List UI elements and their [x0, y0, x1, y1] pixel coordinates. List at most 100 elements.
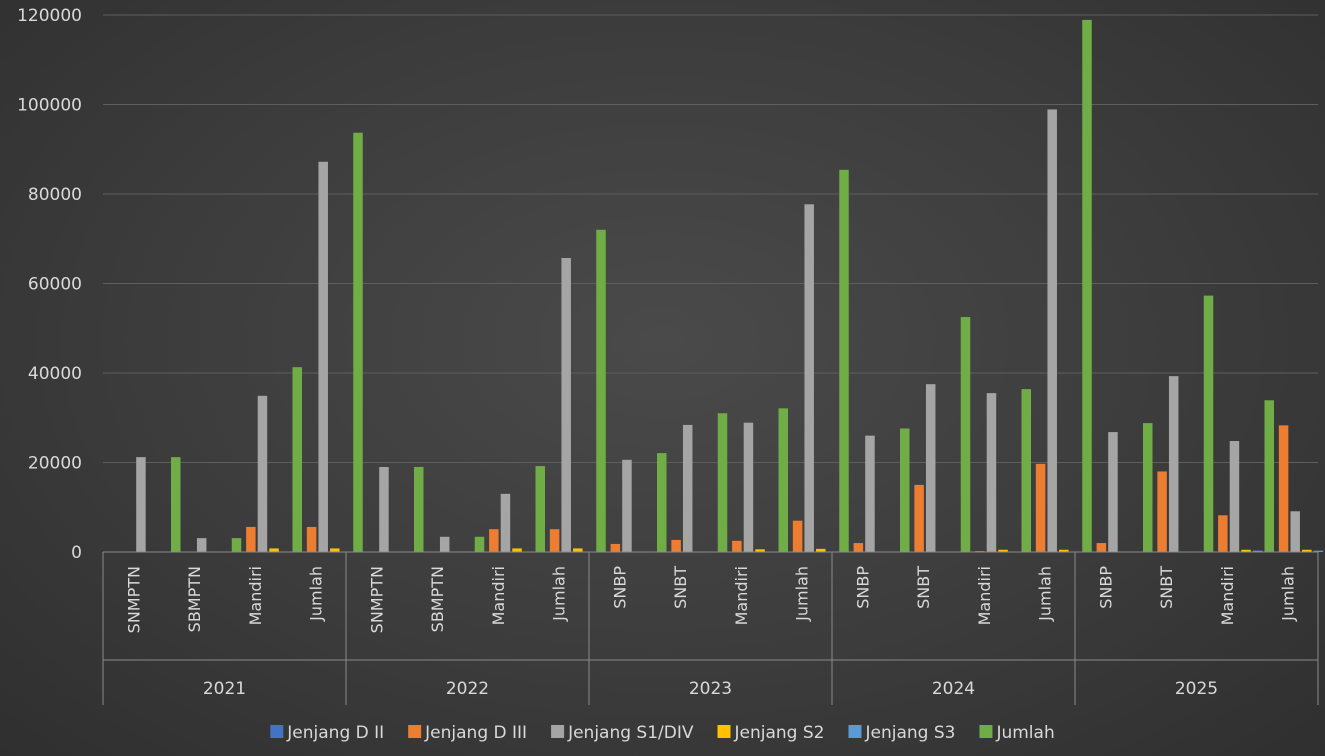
bar-jenjang-s1-div: [1108, 432, 1118, 552]
bar-jenjang-d-iii: [792, 520, 803, 552]
bar-jenjang-s1-div: [1229, 441, 1240, 552]
y-tick-label: 80000: [28, 185, 82, 205]
bar-jenjang-s1-div: [196, 538, 207, 552]
bar-jenjang-d-iii: [1218, 515, 1228, 552]
x-tick-label: Jumlah: [1036, 566, 1055, 622]
bar-jenjang-s2: [269, 548, 279, 552]
bar-jenjang-s1-div: [743, 422, 754, 552]
x-tick-label: SNBP: [1096, 566, 1115, 609]
group-label: 2023: [689, 679, 732, 699]
x-tick-label: SNBT: [1157, 566, 1176, 609]
x-tick-label: Mandiri: [246, 566, 265, 625]
bar-jenjang-d-iii: [853, 543, 864, 552]
bar-jenjang-s1-div: [379, 466, 389, 552]
legend-swatch: [848, 725, 862, 738]
bar-jenjang-s2: [1241, 549, 1251, 552]
bar-jenjang-d-iii: [1096, 543, 1107, 552]
bar-jenjang-d-iii: [610, 543, 621, 552]
group-label: 2024: [932, 679, 975, 699]
legend-item: Jenjang S3: [848, 723, 955, 743]
bar-jumlah: [1082, 19, 1092, 553]
bar-jenjang-d-iii: [306, 526, 317, 552]
bar-jenjang-s1-div: [1168, 376, 1179, 552]
legend-item: Jenjang D II: [270, 723, 384, 743]
bar-jenjang-s2: [1059, 549, 1069, 552]
bar-jumlah: [960, 317, 971, 552]
bar-jumlah: [657, 453, 667, 552]
x-tick-label: Jumlah: [793, 566, 812, 622]
bar-jenjang-s1-div: [1290, 511, 1300, 552]
bar-jenjang-s1-div: [318, 161, 328, 552]
bar-jenjang-s1-div: [622, 459, 632, 552]
legend-swatch: [717, 725, 731, 738]
y-tick-label: 120000: [17, 6, 82, 26]
x-tick-label: SNMPTN: [124, 566, 143, 633]
bar-jenjang-d-iii: [914, 484, 924, 552]
bar-jenjang-s1-div: [986, 393, 997, 552]
bar-jenjang-s2: [330, 548, 340, 552]
bar-jumlah: [596, 229, 606, 553]
bar-jenjang-s2: [1302, 549, 1312, 552]
x-tick-label: SNBP: [610, 566, 629, 609]
bar-jenjang-d-iii: [1035, 463, 1046, 552]
legend-label: Jenjang S2: [734, 723, 825, 743]
x-tick-label: SNMPTN: [367, 566, 386, 633]
bar-jumlah: [900, 428, 910, 552]
bar-jumlah: [1143, 423, 1153, 552]
legend-item: Jenjang S1/DIV: [551, 723, 694, 743]
bar-jenjang-s1-div: [439, 536, 450, 552]
y-axis-ticks: 0 20000 40000 60000 80000 100000 120000: [17, 6, 82, 563]
bar-jumlah: [1264, 400, 1274, 552]
legend-swatch: [270, 725, 284, 738]
x-tick-label: SNBT: [671, 566, 690, 609]
x-tick-label: SNBT: [914, 566, 933, 609]
bar-jumlah: [535, 466, 545, 552]
bar-jumlah: [353, 132, 363, 552]
x-tick-label: Mandiri: [1218, 566, 1237, 625]
bar-jenjang-s3: [1313, 550, 1324, 552]
legend-item: Jumlah: [979, 723, 1055, 743]
legend-label: Jumlah: [995, 723, 1054, 743]
bar-jenjang-d-iii: [549, 529, 560, 552]
legend-item: Jenjang D III: [408, 723, 527, 743]
bar-jumlah: [839, 169, 849, 552]
x-tick-label: Mandiri: [975, 566, 994, 625]
y-tick-label: 100000: [17, 96, 82, 116]
bar-jumlah: [778, 408, 788, 552]
bar-jenjang-s2: [816, 548, 826, 552]
y-tick-label: 20000: [28, 454, 82, 474]
legend: Jenjang D II Jenjang D III Jenjang S1/DIV J…: [270, 723, 1055, 743]
bar-jumlah: [414, 466, 424, 552]
bar-jenjang-s1-div: [865, 435, 875, 552]
bar-jenjang-d-iii: [1157, 471, 1167, 552]
bar-jumlah: [1203, 295, 1214, 552]
group-label: 2022: [446, 679, 489, 699]
bar-jenjang-s1-div: [257, 395, 268, 552]
bar-jenjang-d-iii: [489, 529, 499, 552]
bar-jenjang-s1-div: [136, 457, 146, 552]
bar-jumlah: [292, 367, 302, 552]
y-tick-label: 40000: [28, 364, 82, 384]
x-tick-label: SNBP: [853, 566, 872, 609]
bar-jenjang-s1-div: [804, 204, 814, 553]
x-tick-label: Jumlah: [307, 566, 326, 622]
x-tick-label: Mandiri: [732, 566, 751, 625]
group-label: 2025: [1175, 679, 1218, 699]
x-tick-label: Jumlah: [1279, 566, 1298, 622]
bar-jenjang-s3: [1252, 550, 1263, 552]
legend-swatch: [979, 725, 993, 738]
gridlines: [103, 14, 1318, 463]
x-axis: SNMPTN SBMPTN Mandiri Jumlah SNMPTN SBMPTN Man…: [102, 551, 1319, 705]
bar-jenjang-s1-div: [1047, 109, 1057, 553]
bar-jenjang-d-iii: [671, 539, 681, 552]
bar-jumlah: [474, 536, 485, 552]
bar-jumlah: [171, 457, 181, 552]
legend-swatch: [551, 725, 565, 738]
bar-jumlah: [717, 413, 728, 552]
x-tick-label: Mandiri: [489, 566, 508, 625]
bar-jenjang-s2: [755, 549, 765, 552]
legend-label: Jenjang S1/DIV: [567, 723, 694, 743]
legend-item: Jenjang S2: [717, 723, 825, 743]
bars: [136, 19, 1324, 553]
